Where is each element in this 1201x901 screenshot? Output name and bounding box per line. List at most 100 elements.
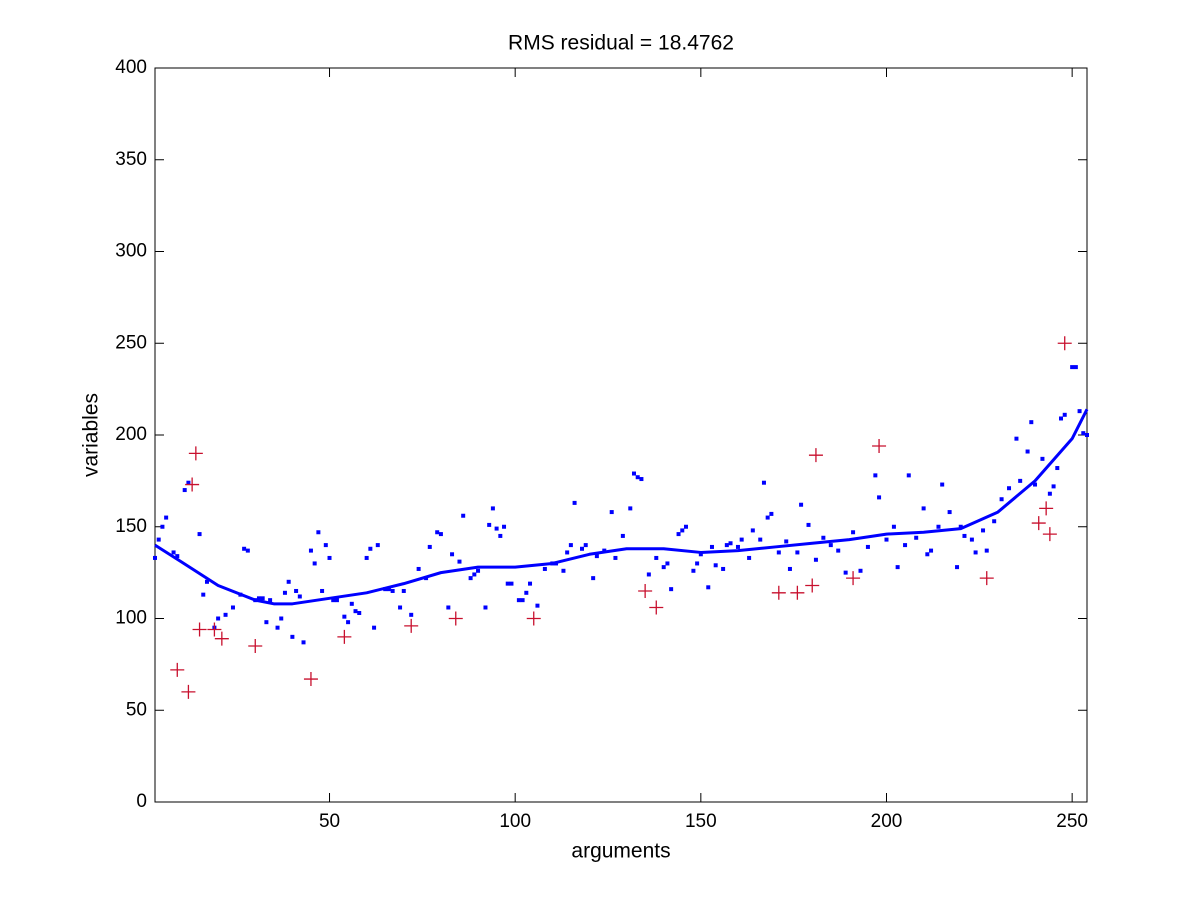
- y-tick-label: 250: [115, 332, 147, 353]
- data-point: [275, 625, 280, 630]
- data-point: [286, 579, 291, 584]
- data-point: [461, 513, 466, 518]
- data-point: [242, 546, 247, 551]
- data-point: [230, 605, 235, 610]
- data-point: [706, 585, 711, 590]
- data-point: [683, 524, 688, 529]
- data-point: [171, 550, 176, 555]
- data-point: [1059, 416, 1064, 421]
- data-point: [264, 620, 269, 625]
- data-point: [1018, 478, 1023, 483]
- outlier-point: [1042, 527, 1057, 542]
- data-point: [758, 537, 763, 542]
- data-point: [568, 543, 573, 548]
- data-point: [1085, 433, 1089, 437]
- data-point: [201, 592, 206, 597]
- data-point: [981, 528, 986, 533]
- data-point: [390, 588, 395, 593]
- outlier-point: [805, 578, 820, 593]
- data-point: [843, 570, 848, 575]
- data-point: [357, 610, 362, 615]
- data-point: [561, 568, 566, 573]
- data-point: [787, 566, 792, 571]
- data-point: [906, 473, 911, 478]
- data-point: [1025, 449, 1030, 454]
- data-point: [891, 524, 896, 529]
- outlier-point: [248, 639, 263, 654]
- data-point: [676, 532, 681, 537]
- data-point: [962, 533, 967, 538]
- data-point: [761, 480, 766, 485]
- data-point: [323, 543, 328, 548]
- outlier-point: [404, 618, 419, 633]
- y-tick-label: 50: [126, 699, 147, 720]
- data-point: [516, 598, 521, 603]
- data-point: [895, 565, 900, 570]
- y-tick-label: 400: [115, 57, 147, 78]
- x-tick-label: 100: [499, 811, 531, 832]
- data-point: [368, 546, 373, 551]
- data-point: [698, 552, 703, 557]
- y-tick-label: 100: [115, 608, 147, 629]
- data-point: [175, 554, 180, 559]
- data-point: [646, 572, 651, 577]
- data-point: [483, 605, 488, 610]
- data-point: [858, 568, 863, 573]
- data-point: [851, 530, 856, 535]
- data-point: [635, 475, 640, 480]
- data-point: [416, 566, 421, 571]
- data-point: [223, 612, 228, 617]
- data-point: [724, 543, 729, 548]
- data-point: [947, 510, 952, 515]
- data-point: [182, 488, 187, 493]
- x-tick-label: 150: [685, 811, 717, 832]
- data-point: [542, 566, 547, 571]
- data-point: [334, 598, 339, 603]
- outlier-point: [448, 611, 463, 626]
- data-point: [301, 640, 306, 645]
- data-point: [260, 596, 265, 601]
- data-point: [735, 544, 740, 549]
- data-point: [765, 515, 770, 520]
- chart-title: RMS residual = 18.4762: [508, 32, 734, 55]
- data-point: [631, 471, 636, 476]
- data-point: [713, 563, 718, 568]
- data-point: [528, 581, 533, 586]
- data-point: [958, 524, 963, 529]
- outlier-point: [192, 622, 207, 637]
- data-point: [836, 548, 841, 553]
- data-point: [1007, 486, 1012, 491]
- data-point: [308, 548, 313, 553]
- data-point: [349, 601, 354, 606]
- x-tick-label: 250: [1056, 811, 1088, 832]
- data-point: [535, 603, 540, 608]
- data-point: [487, 522, 492, 527]
- data-point: [739, 537, 744, 542]
- data-point: [509, 581, 514, 586]
- data-point: [164, 515, 169, 520]
- data-point: [1062, 412, 1067, 417]
- outlier-point: [790, 585, 805, 600]
- data-point: [903, 543, 908, 548]
- data-point: [472, 572, 477, 577]
- outlier-point: [181, 684, 196, 699]
- data-point: [680, 528, 685, 533]
- data-point: [661, 565, 666, 570]
- data-point: [1014, 436, 1019, 441]
- data-point: [297, 594, 302, 599]
- outlier-point: [808, 448, 823, 463]
- data-point: [784, 539, 789, 544]
- data-point: [973, 550, 978, 555]
- y-tick-label: 150: [115, 516, 147, 537]
- outlier-point: [188, 446, 203, 461]
- outlier-point: [638, 583, 653, 598]
- outlier-point: [846, 571, 861, 586]
- data-point: [992, 519, 997, 524]
- data-point: [401, 588, 406, 593]
- data-point: [609, 510, 614, 515]
- data-point: [580, 546, 585, 551]
- data-point: [1055, 466, 1060, 471]
- outlier-point: [207, 622, 222, 637]
- data-point: [450, 552, 455, 557]
- data-point: [216, 616, 221, 621]
